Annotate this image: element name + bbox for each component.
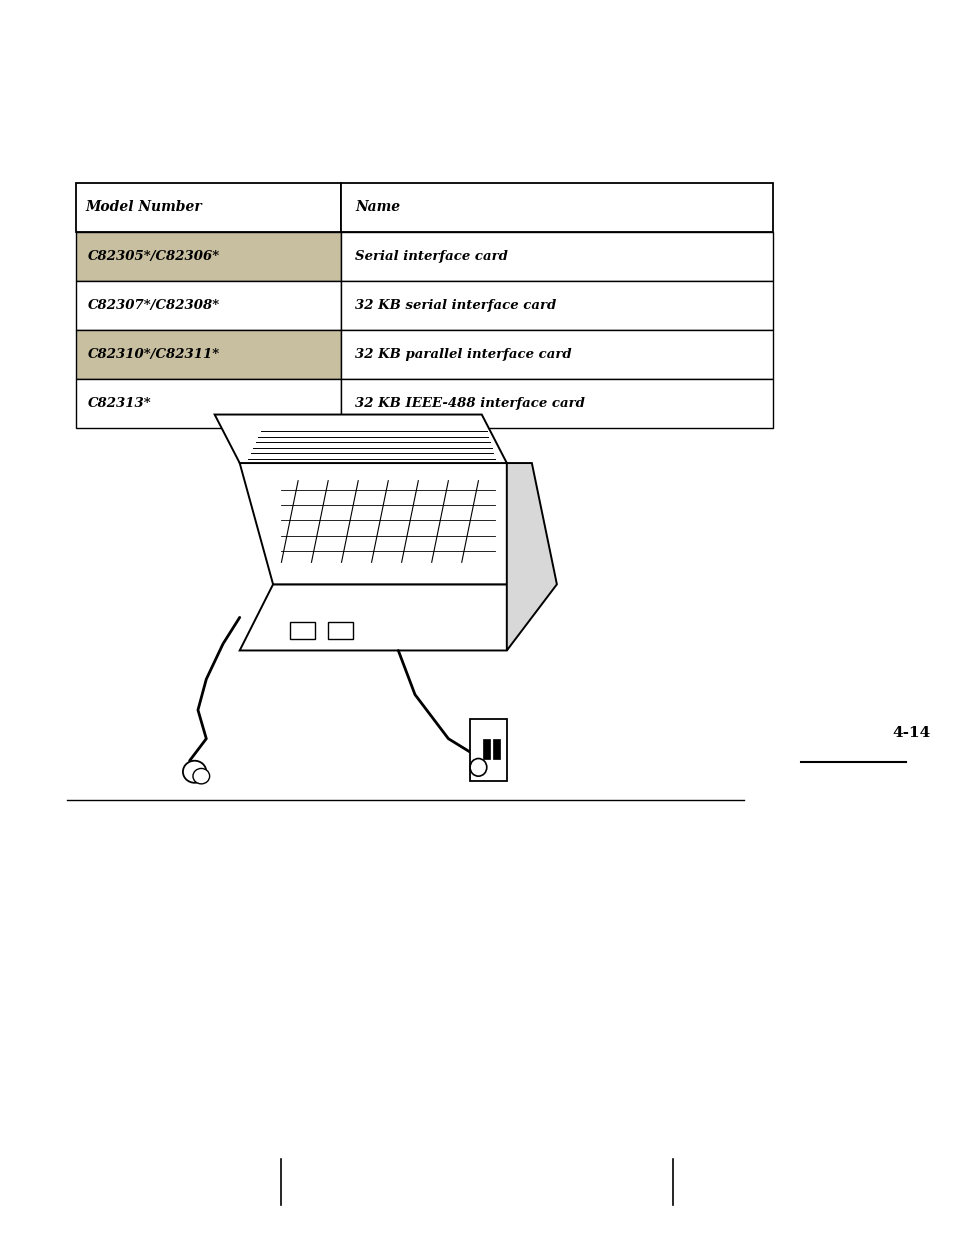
Bar	[76, 379, 340, 428]
Text: C82305*/C82306*: C82305*/C82306*	[88, 249, 219, 263]
Text: Model Number: Model Number	[86, 200, 202, 214]
Text: Serial interface card: Serial interface card	[355, 249, 508, 263]
Bar	[290, 621, 314, 639]
Text: 32 KB parallel interface card: 32 KB parallel interface card	[355, 348, 571, 362]
Bar	[340, 232, 772, 281]
Text: C82313*: C82313*	[88, 397, 152, 411]
Text: Name: Name	[355, 200, 400, 214]
Bar	[328, 621, 353, 639]
Bar	[340, 281, 772, 330]
Bar	[493, 738, 499, 759]
Bar	[483, 738, 490, 759]
Bar	[340, 183, 772, 232]
Bar	[340, 379, 772, 428]
Text: 32 KB serial interface card: 32 KB serial interface card	[355, 299, 556, 312]
Bar	[76, 281, 340, 330]
Polygon shape	[506, 462, 557, 650]
Ellipse shape	[470, 759, 486, 776]
Bar	[76, 232, 340, 281]
Polygon shape	[214, 415, 506, 462]
Text: C82310*/C82311*: C82310*/C82311*	[88, 348, 219, 362]
Bar	[340, 330, 772, 379]
Bar	[470, 718, 506, 780]
Text: C82307*/C82308*: C82307*/C82308*	[88, 299, 219, 312]
Text: 32 KB IEEE-488 interface card: 32 KB IEEE-488 interface card	[355, 397, 584, 411]
Polygon shape	[239, 462, 539, 585]
Bar	[76, 183, 340, 232]
Text: 4-14: 4-14	[891, 726, 929, 741]
Bar	[76, 330, 340, 379]
Ellipse shape	[193, 769, 210, 784]
Ellipse shape	[183, 761, 206, 782]
Polygon shape	[239, 585, 539, 650]
